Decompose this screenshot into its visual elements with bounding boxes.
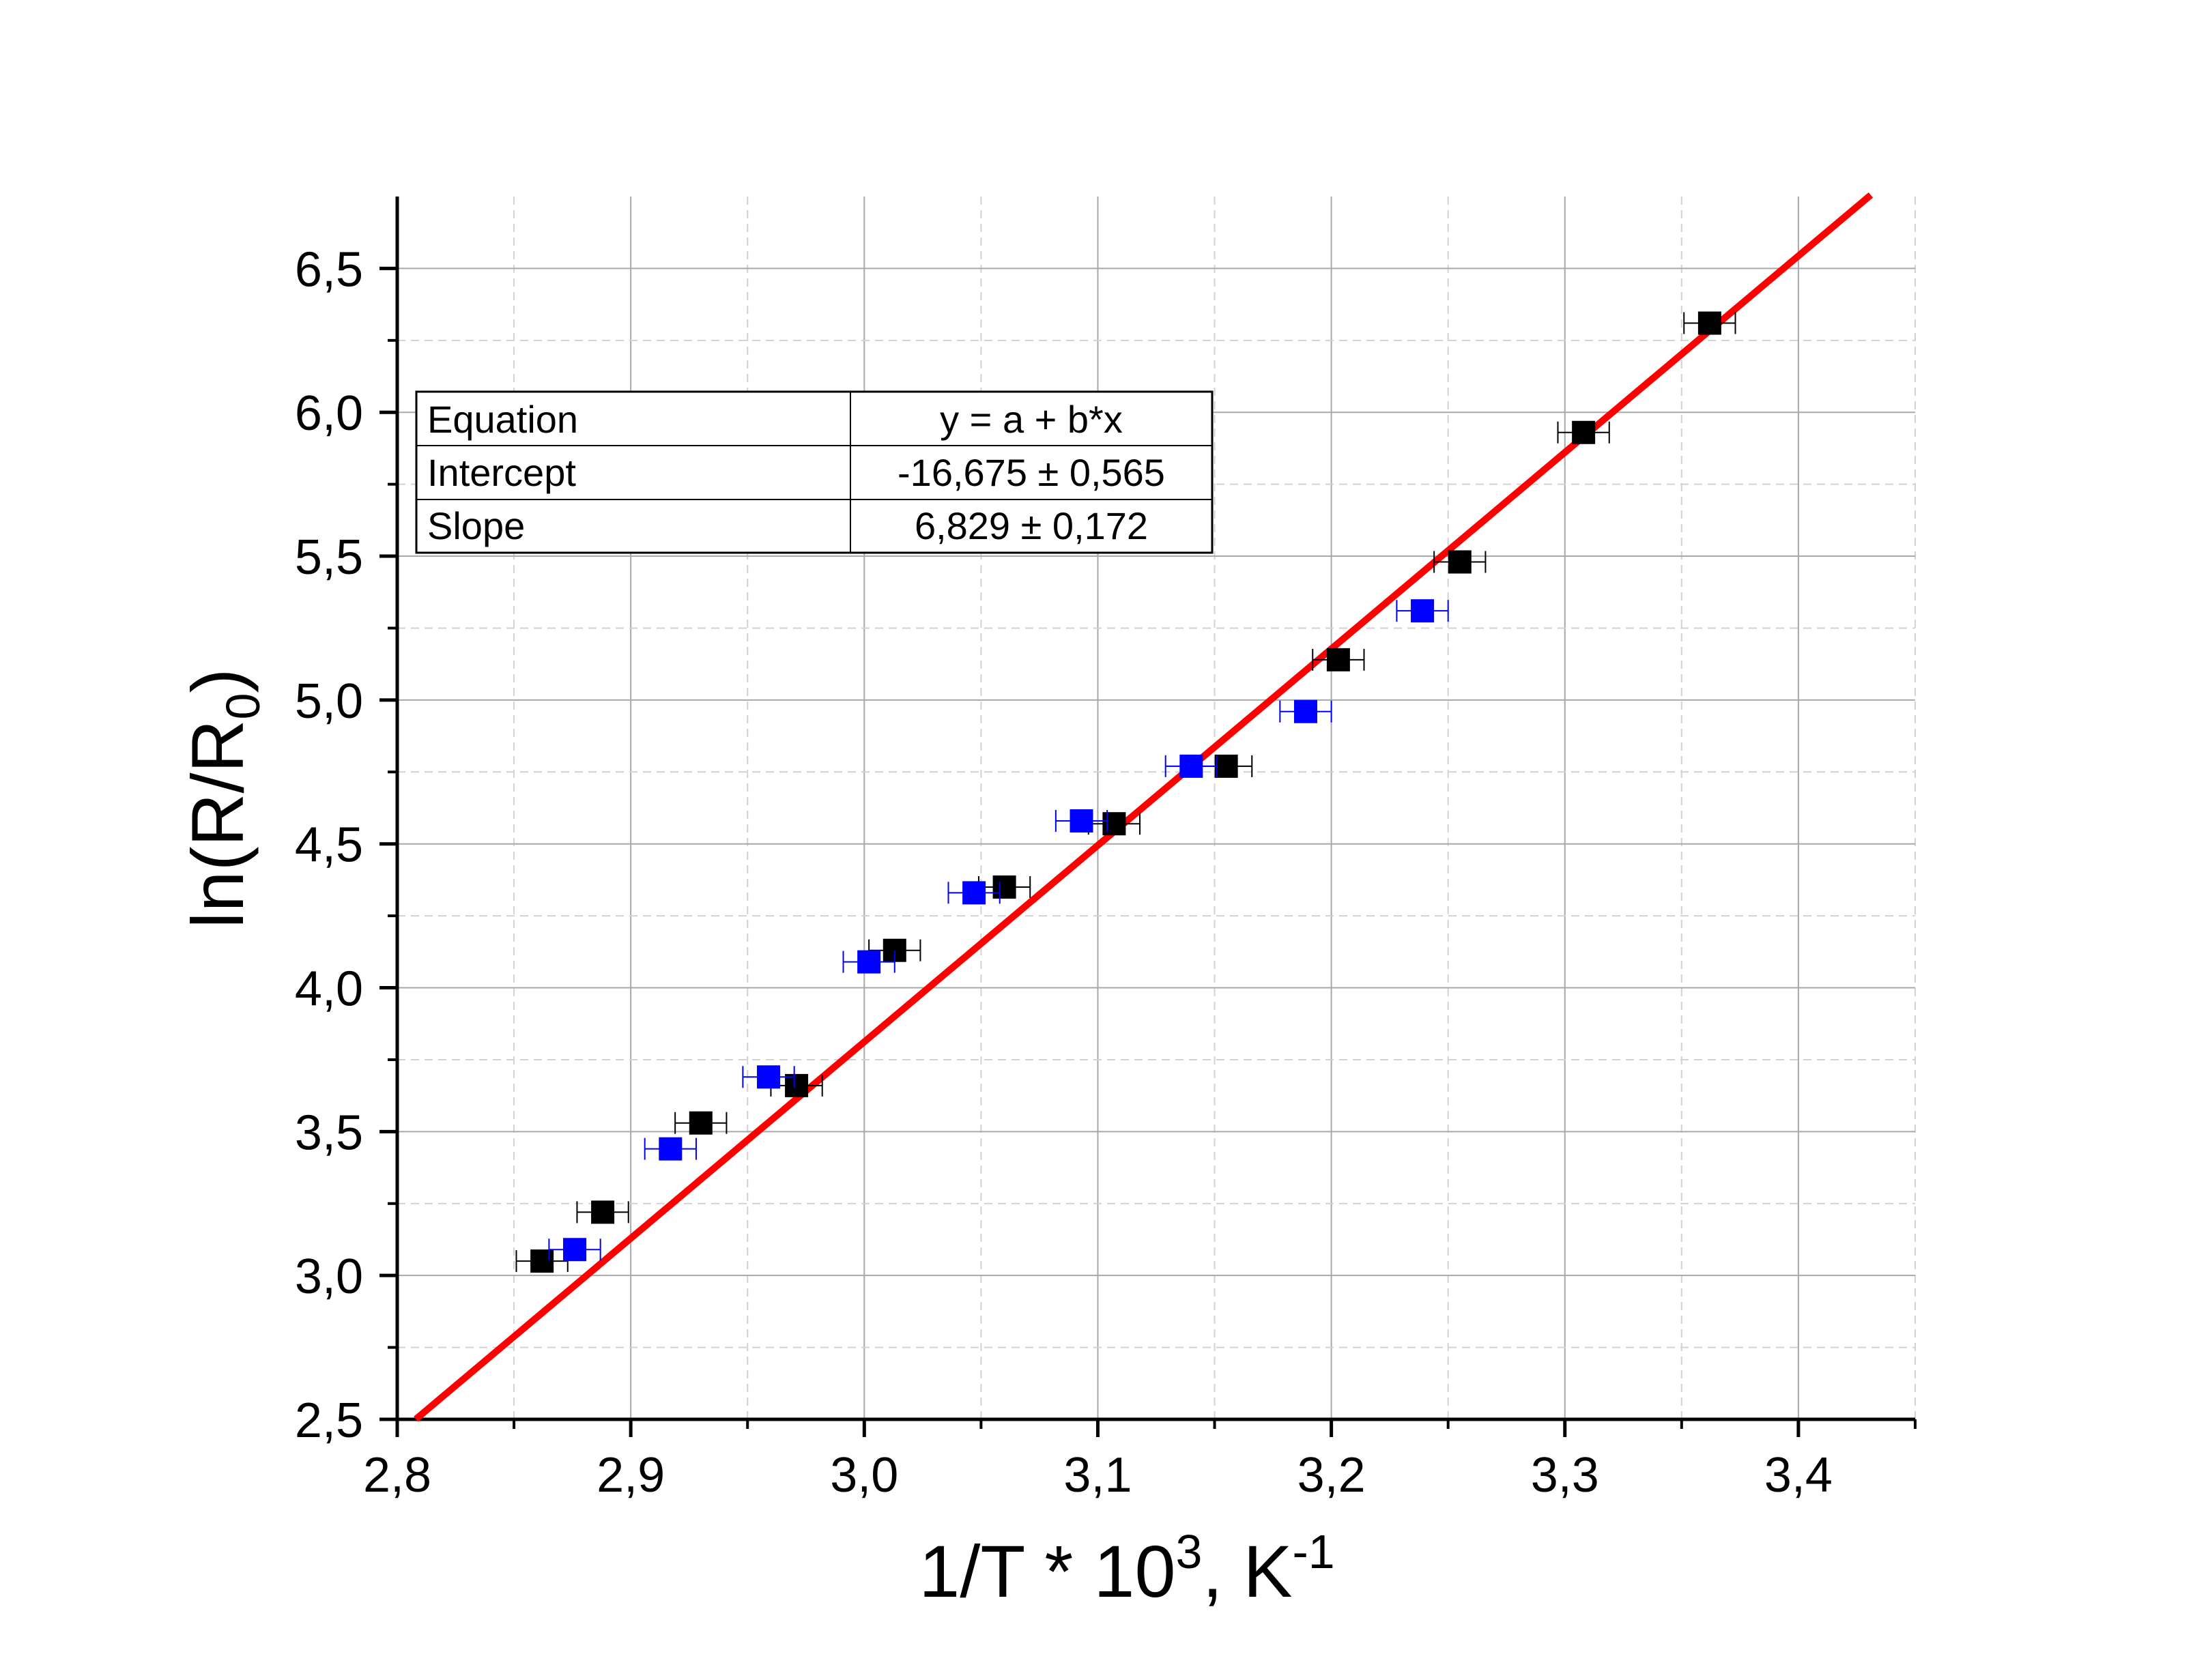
x-tick-label: 2,8 [363, 1448, 431, 1503]
x-axis-title: 1/T * 103, K-1 [919, 1525, 1335, 1612]
x-tick-labels: 2,8 2,9 3,0 3,1 3,2 3,3 3,4 [363, 1448, 1833, 1503]
y-tick-label: 6,5 [295, 242, 363, 297]
data-marker [563, 1238, 587, 1262]
data-point [947, 881, 1001, 905]
data-marker [1070, 809, 1093, 832]
data-marker [857, 950, 881, 974]
data-point [515, 1249, 569, 1273]
data-marker [1697, 311, 1721, 335]
x-tick-label: 3,1 [1063, 1448, 1132, 1503]
y-tick-label: 4,0 [295, 962, 363, 1017]
data-point [644, 1137, 697, 1161]
data-point [576, 1200, 629, 1224]
data-point [977, 875, 1031, 899]
y-tick-label: 4,5 [295, 818, 363, 873]
y-tick-label: 3,5 [295, 1105, 363, 1160]
data-point [1164, 754, 1218, 778]
x-tick-label: 2,9 [597, 1448, 665, 1503]
fit-table-label-intercept: Intercept [427, 451, 576, 494]
fit-table-value-intercept: -16,675 ± 0,565 [898, 451, 1165, 494]
data-point [674, 1111, 728, 1135]
data-point [1312, 648, 1365, 671]
data-point [742, 1065, 795, 1089]
data-marker [962, 881, 986, 905]
data-point [1557, 420, 1610, 444]
grid [397, 197, 1916, 1419]
data-marker [1293, 699, 1317, 723]
fit-table-value-equation: y = a + b*x [940, 398, 1123, 441]
fit-table-label-slope: Slope [427, 504, 525, 547]
y-tick-label: 6,0 [295, 386, 363, 441]
data-point [842, 950, 895, 974]
data-points [515, 311, 1736, 1273]
fit-line [414, 192, 1874, 1422]
data-marker [785, 1073, 809, 1097]
data-marker [1572, 420, 1596, 444]
y-tick-label: 2,5 [295, 1393, 363, 1448]
x-tick-label: 3,0 [830, 1448, 898, 1503]
x-tick-label: 3,4 [1764, 1448, 1833, 1503]
y-tick-label: 5,0 [295, 674, 363, 729]
data-point [1055, 809, 1108, 832]
fit-table-border [415, 390, 1214, 554]
fit-table-value-slope: 6,829 ± 0,172 [915, 504, 1148, 547]
data-marker [689, 1111, 713, 1135]
data-marker [659, 1137, 683, 1161]
data-marker [530, 1249, 554, 1273]
data-point [1279, 699, 1332, 723]
y-tick-labels: 2,5 3,0 3,5 4,0 4,5 5,0 5,5 6,0 6,5 [295, 242, 363, 1448]
axes [379, 197, 1917, 1437]
y-axis-title: ln(R/R0) [176, 669, 270, 929]
data-marker [591, 1200, 615, 1224]
x-tick-label: 3,2 [1297, 1448, 1366, 1503]
data-marker [1326, 648, 1350, 671]
fit-table: Equation y = a + b*x Intercept -16,675 ±… [415, 390, 1214, 554]
data-point [1433, 550, 1487, 574]
data-point [548, 1238, 601, 1262]
fit-table-label-equation: Equation [427, 398, 578, 441]
data-marker [1214, 754, 1238, 778]
data-point [1396, 599, 1449, 623]
data-marker [1179, 754, 1203, 778]
x-tick-label: 3,3 [1531, 1448, 1599, 1503]
data-point [770, 1073, 823, 1097]
data-point [1087, 812, 1141, 836]
data-marker [757, 1065, 781, 1089]
data-marker [992, 875, 1016, 899]
data-marker [1448, 550, 1472, 574]
y-tick-label: 5,5 [295, 530, 363, 585]
data-point [1683, 311, 1736, 335]
y-tick-label: 3,0 [295, 1249, 363, 1304]
fit-line-group [414, 192, 1874, 1422]
data-marker [1102, 812, 1126, 836]
data-marker [1411, 599, 1435, 623]
